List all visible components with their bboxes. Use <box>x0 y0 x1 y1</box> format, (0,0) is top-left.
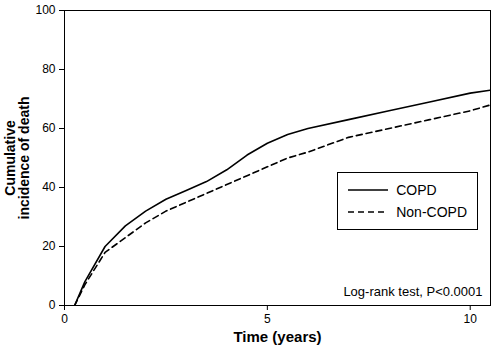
svg-text:80: 80 <box>42 62 56 76</box>
svg-text:Time (years): Time (years) <box>233 328 321 345</box>
svg-text:0: 0 <box>61 312 68 326</box>
svg-text:0: 0 <box>49 298 56 312</box>
html-text:COPD: COPD <box>396 182 437 198</box>
svg-text:5: 5 <box>264 312 271 326</box>
html-text:Non-COPD: Non-COPD <box>396 204 467 220</box>
svg-text:20: 20 <box>42 239 56 253</box>
svg-text:Log-rank test, P<0.0001: Log-rank test, P<0.0001 <box>343 284 482 299</box>
svg-text:40: 40 <box>42 180 56 194</box>
svg-text:100: 100 <box>35 3 55 17</box>
svg-text:Cumulativeincidence of death: Cumulativeincidence of death <box>2 97 32 220</box>
svg-text:10: 10 <box>464 312 478 326</box>
svg-text:60: 60 <box>42 121 56 135</box>
